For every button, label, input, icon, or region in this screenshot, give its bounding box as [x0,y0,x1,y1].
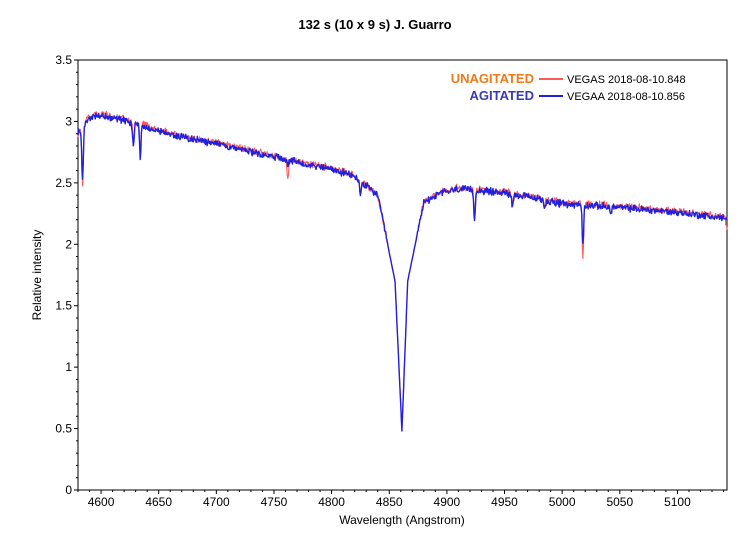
y-tick-label: 0 [65,483,72,497]
series-line-vegaa [77,112,728,432]
x-axis-ticks: 4600 4650 4700 4750 4800 4850 4900 4950 5000 5050… [77,490,725,509]
x-tick-label: 4800 [318,495,345,509]
y-tick-label: 0.5 [55,422,72,436]
y-tick-label: 3.5 [55,53,72,67]
x-tick-label: 5000 [549,495,576,509]
x-tick-label: 5050 [606,495,633,509]
x-tick-label: 4750 [261,495,288,509]
y-tick-label: 1 [65,360,72,374]
y-tick-label: 2 [65,237,72,251]
x-tick-label: 4950 [491,495,518,509]
legend-label-vegas: VEGAS 2018-08-10.848 [567,74,686,86]
legend-condition-agitated: AGITATED [469,88,534,103]
x-axis-label: Wavelength (Angstrom) [339,513,465,527]
y-tick-label: 1.5 [55,299,72,313]
y-axis-label: Relative intensity [30,230,44,321]
chart-title: 132 s (10 x 9 s) J. Guarro [298,17,451,32]
x-tick-label: 5100 [664,495,691,509]
series-layer [77,110,728,432]
legend: UNAGITATED VEGAS 2018-08-10.848 AGITATED… [451,71,686,103]
x-tick-label: 4900 [434,495,461,509]
y-tick-label: 3 [65,114,72,128]
plot-frame [77,59,728,491]
x-tick-label: 4700 [203,495,230,509]
y-tick-label: 2.5 [55,176,72,190]
series-line-vegas [77,110,728,430]
x-tick-label: 4650 [145,495,172,509]
y-axis-ticks: 0 0.5 1 1.5 2 2.5 3 3.5 [55,53,78,497]
x-tick-label: 4850 [376,495,403,509]
legend-condition-unagitated: UNAGITATED [451,71,534,86]
legend-label-vegaa: VEGAA 2018-08-10.856 [567,91,685,103]
x-tick-label: 4600 [88,495,115,509]
